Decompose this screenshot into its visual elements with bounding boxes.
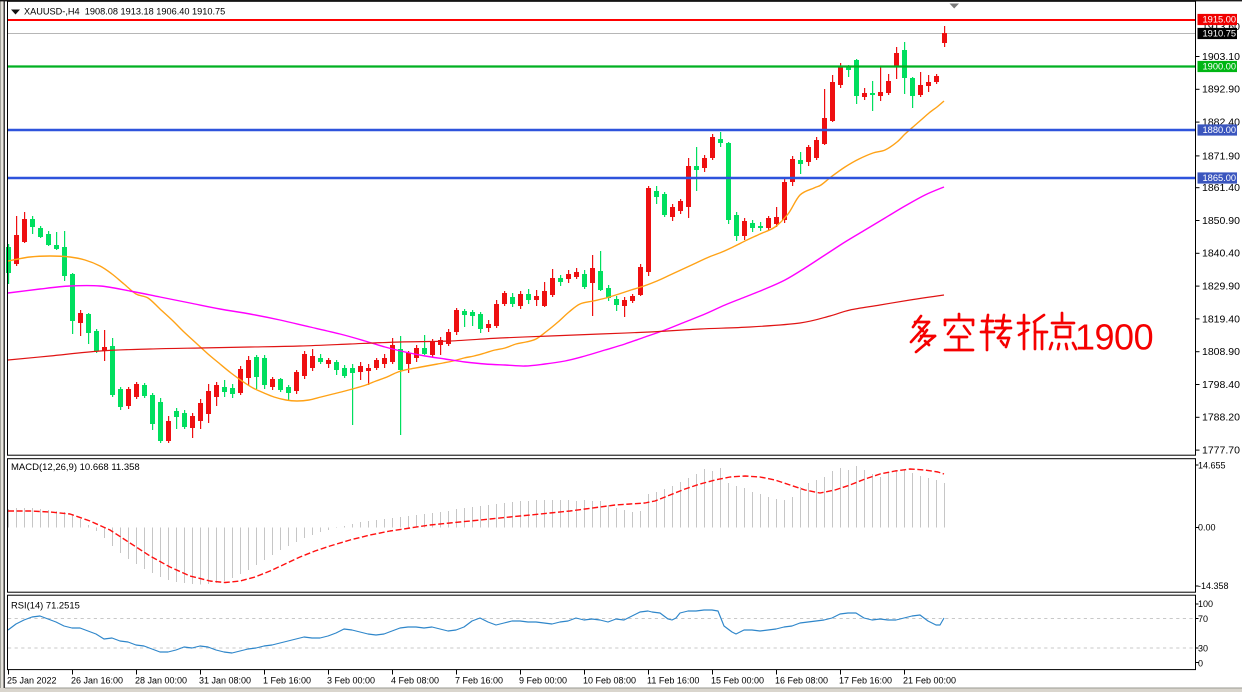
svg-text:17 Feb 16:00: 17 Feb 16:00 <box>839 676 892 686</box>
svg-text:28 Jan 00:00: 28 Jan 00:00 <box>135 676 187 686</box>
svg-text:MACD(12,26,9) 10.668 11.358: MACD(12,26,9) 10.668 11.358 <box>11 462 140 473</box>
svg-text:10 Feb 08:00: 10 Feb 08:00 <box>583 676 636 686</box>
svg-text:1900.00: 1900.00 <box>1203 62 1237 72</box>
svg-text:4 Feb 08:00: 4 Feb 08:00 <box>391 676 439 686</box>
svg-text:1903.10: 1903.10 <box>1202 51 1240 63</box>
svg-text:14.655: 14.655 <box>1198 461 1226 471</box>
svg-text:XAUUSD-,H4 1908.08 1913.18 19: XAUUSD-,H4 1908.08 1913.18 1906.40 1910.… <box>24 7 225 17</box>
svg-text:100: 100 <box>1198 599 1213 609</box>
svg-text:1788.20: 1788.20 <box>1202 412 1240 424</box>
svg-text:1798.40: 1798.40 <box>1202 379 1240 391</box>
svg-text:70: 70 <box>1198 614 1208 624</box>
svg-text:11 Feb 16:00: 11 Feb 16:00 <box>647 676 699 686</box>
svg-text:1777.70: 1777.70 <box>1202 445 1240 457</box>
svg-text:25 Jan 2022: 25 Jan 2022 <box>7 676 57 686</box>
svg-text:31 Jan 08:00: 31 Jan 08:00 <box>199 676 251 686</box>
svg-text:16 Feb 08:00: 16 Feb 08:00 <box>775 676 828 686</box>
svg-text:1892.90: 1892.90 <box>1202 84 1240 96</box>
svg-text:1850.90: 1850.90 <box>1202 215 1240 227</box>
svg-text:0: 0 <box>1198 659 1203 669</box>
svg-text:1880.00: 1880.00 <box>1203 125 1237 135</box>
svg-text:3 Feb 00:00: 3 Feb 00:00 <box>327 676 375 686</box>
svg-text:9 Feb 00:00: 9 Feb 00:00 <box>519 676 567 686</box>
svg-text:26 Jan 16:00: 26 Jan 16:00 <box>71 676 123 686</box>
svg-text:1808.90: 1808.90 <box>1202 346 1240 358</box>
svg-text:30: 30 <box>1198 644 1208 654</box>
svg-text:1910.75: 1910.75 <box>1203 29 1237 39</box>
svg-text:-14.358: -14.358 <box>1198 581 1229 591</box>
svg-text:RSI(14) 71.2515: RSI(14) 71.2515 <box>11 600 80 611</box>
svg-text:0.00: 0.00 <box>1198 523 1216 533</box>
svg-text:1819.40: 1819.40 <box>1202 313 1240 325</box>
svg-text:1915.00: 1915.00 <box>1203 15 1237 25</box>
svg-text:1861.40: 1861.40 <box>1202 182 1240 194</box>
svg-text:1 Feb 16:00: 1 Feb 16:00 <box>263 676 311 686</box>
svg-text:1840.40: 1840.40 <box>1202 248 1240 260</box>
svg-text:1829.90: 1829.90 <box>1202 281 1240 293</box>
svg-text:1871.90: 1871.90 <box>1202 150 1240 162</box>
svg-text:1900: 1900 <box>1075 317 1153 358</box>
svg-text:7 Feb 16:00: 7 Feb 16:00 <box>455 676 503 686</box>
svg-text:15 Feb 00:00: 15 Feb 00:00 <box>711 676 764 686</box>
svg-text:1865.00: 1865.00 <box>1203 173 1237 183</box>
svg-text:21 Feb 00:00: 21 Feb 00:00 <box>903 676 956 686</box>
